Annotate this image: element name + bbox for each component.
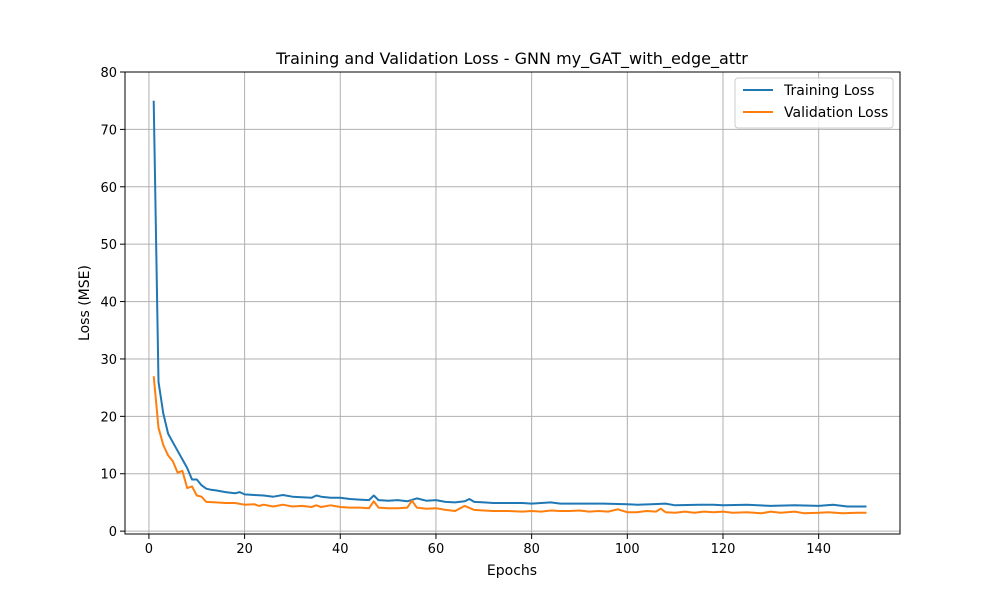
x-tick-label: 0 bbox=[145, 542, 153, 557]
legend-label-training: Training Loss bbox=[783, 83, 874, 99]
x-tick-label: 60 bbox=[428, 542, 445, 557]
y-tick-label: 60 bbox=[100, 181, 117, 196]
y-tick-label: 50 bbox=[100, 238, 117, 253]
y-tick-label: 40 bbox=[100, 296, 117, 311]
y-tick-label: 20 bbox=[100, 410, 117, 425]
series-line-validation bbox=[152, 376, 867, 515]
plot-frame bbox=[124, 71, 901, 535]
y-axis-label: Loss (MSE) bbox=[77, 265, 93, 341]
y-tick-label: 30 bbox=[100, 353, 117, 368]
y-tick-label: 80 bbox=[100, 66, 117, 81]
x-tick-label: 40 bbox=[332, 542, 349, 557]
grid bbox=[125, 71, 900, 534]
legend: Training Loss Validation Loss bbox=[734, 77, 894, 129]
x-tick-label: 120 bbox=[711, 542, 736, 557]
x-tick-label: 20 bbox=[236, 542, 253, 557]
x-tick-label: 140 bbox=[806, 542, 831, 557]
y-tick-label: 70 bbox=[100, 123, 117, 138]
x-axis-ticks: 0 20 40 60 80 100 120 140 bbox=[145, 534, 831, 557]
y-tick-label: 0 bbox=[109, 525, 117, 540]
x-axis-label: Epochs bbox=[487, 563, 537, 579]
y-axis-ticks: 0 10 20 30 40 50 60 70 80 bbox=[100, 66, 125, 540]
x-tick-label: 80 bbox=[523, 542, 540, 557]
y-tick-label: 10 bbox=[100, 468, 117, 483]
chart-title: Training and Validation Loss - GNN my_GA… bbox=[275, 49, 748, 69]
legend-box bbox=[734, 77, 894, 129]
series-layer bbox=[152, 100, 867, 515]
legend-label-validation: Validation Loss bbox=[784, 105, 888, 121]
series-line-training bbox=[152, 100, 867, 508]
x-tick-label: 100 bbox=[615, 542, 640, 557]
